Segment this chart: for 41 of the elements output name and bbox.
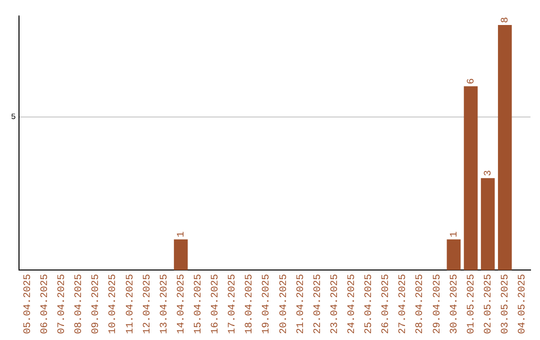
x-tick-label: 05.04.2025 [22,274,34,334]
bar [498,24,512,270]
x-tick-label: 02.05.2025 [483,274,494,334]
x-tick-label: 19.04.2025 [262,274,273,334]
x-tick-label: 12.04.2025 [142,274,154,334]
bar [446,239,461,270]
x-tick-label: 10.04.2025 [108,274,120,334]
x-tick-label: 25.04.2025 [364,274,376,334]
data-label: 1 [449,231,460,238]
bar [464,86,478,270]
x-tick-label: 28.04.2025 [415,274,426,334]
x-tick-label: 06.04.2025 [40,274,52,334]
data-label: 8 [500,16,512,23]
x-tick-label: 03.05.2025 [500,274,512,334]
bar [480,178,495,270]
y-tick-label: 5 [10,112,16,122]
data-label: 3 [483,170,494,176]
x-tick-label: 13.04.2025 [159,274,170,334]
data-label: 6 [466,78,478,84]
x-tick-label: 29.04.2025 [432,274,444,334]
x-tick-label: 23.04.2025 [330,274,341,334]
x-tick-label: 04.05.2025 [518,274,529,334]
x-tick-label: 07.04.2025 [57,274,68,334]
x-tick-label: 15.04.2025 [194,274,205,334]
x-tick-label: 11.04.2025 [125,274,136,334]
x-tick-label: 14.04.2025 [176,274,188,334]
x-tick-label: 21.04.2025 [296,274,307,334]
x-tick-label: 30.04.2025 [449,274,460,334]
x-tick-label: 16.04.2025 [210,274,222,334]
x-tick-label: 24.04.2025 [347,274,358,334]
x-tick-label: 17.04.2025 [228,274,239,334]
data-label: 1 [176,231,188,238]
x-tick-label: 26.04.2025 [381,274,392,334]
x-tick-label: 18.04.2025 [244,274,256,334]
x-tick-label: 01.05.2025 [466,274,478,334]
x-tick-label: 27.04.2025 [398,274,410,334]
x-tick-label: 20.04.2025 [278,274,290,334]
x-tick-label: 09.04.2025 [91,274,102,334]
bar [174,239,188,270]
x-tick-label: 08.04.2025 [74,274,86,334]
x-tick-label: 22.04.2025 [312,274,324,334]
